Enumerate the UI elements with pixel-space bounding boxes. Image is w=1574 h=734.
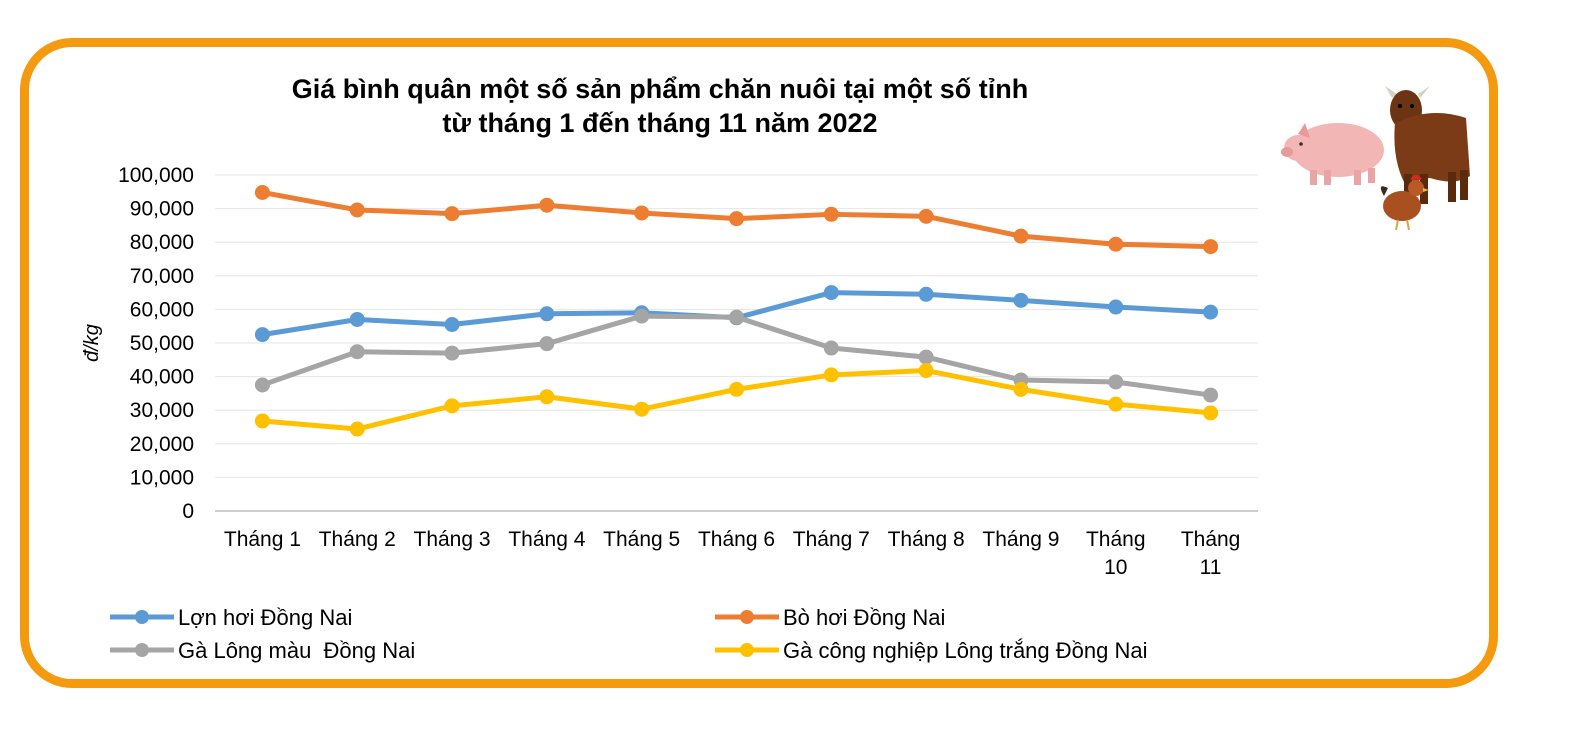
data-point	[254, 327, 270, 343]
legend: Lợn hơi Đồng Nai Bò hơi Đồng Nai Gà Lông m…	[110, 605, 1147, 663]
data-point	[254, 413, 270, 429]
data-point	[444, 398, 460, 414]
legend-label: Lợn hơi Đồng Nai	[178, 605, 352, 630]
series-2	[254, 184, 1219, 255]
data-point	[444, 206, 460, 222]
y-tick-label: 10,000	[130, 466, 194, 489]
legend-marker	[740, 643, 754, 657]
y-tick-label: 100,000	[118, 164, 194, 187]
data-point	[254, 184, 270, 200]
data-point	[823, 340, 839, 356]
data-point	[349, 311, 365, 327]
data-point	[729, 309, 744, 325]
data-point	[1203, 239, 1219, 255]
legend-marker	[135, 610, 149, 624]
data-point	[444, 345, 460, 361]
y-tick-label: 90,000	[130, 198, 194, 221]
x-tick-label: Tháng 8	[888, 528, 965, 551]
y-axis-ticks: 0 10,000 20,000 30,000 40,000 50,000 60,000 70,…	[118, 164, 194, 523]
data-point	[823, 285, 839, 301]
x-tick-label: 10	[1104, 556, 1127, 579]
chart-title-line-1: Giá bình quân một số sản phẩm chăn nuôi …	[291, 74, 1029, 104]
y-tick-label: 20,000	[130, 433, 194, 456]
grid-lines	[215, 174, 1258, 512]
x-tick-label: Tháng 1	[224, 528, 301, 551]
y-tick-label: 30,000	[130, 399, 194, 422]
data-point	[918, 349, 934, 365]
legend-item: Gà Lông màu Đồng Nai	[110, 638, 415, 663]
data-point	[444, 317, 460, 333]
data-point	[918, 286, 934, 302]
data-point	[349, 421, 365, 437]
data-point	[729, 381, 744, 397]
data-point	[349, 202, 365, 218]
y-tick-label: 60,000	[130, 298, 194, 321]
y-axis-label: đ/kg	[81, 324, 103, 362]
data-point	[1108, 236, 1124, 252]
series-3	[254, 308, 1219, 403]
cow-icon	[1385, 86, 1470, 204]
data-point	[539, 306, 555, 322]
chart-frame	[20, 38, 1498, 688]
y-tick-label: 80,000	[130, 231, 194, 254]
data-point	[729, 211, 744, 227]
legend-label: Gà công nghiệp Lông trắng Đồng Nai	[783, 638, 1147, 663]
legend-item: Bò hơi Đồng Nai	[715, 605, 945, 630]
y-tick-label: 0	[182, 500, 194, 523]
data-point	[1108, 299, 1124, 315]
legend-item: Lợn hơi Đồng Nai	[110, 605, 352, 630]
data-point	[1013, 292, 1029, 308]
data-point	[1108, 396, 1124, 412]
x-tick-label: Tháng 7	[793, 528, 870, 551]
data-point	[1013, 381, 1029, 397]
y-tick-label: 70,000	[130, 265, 194, 288]
data-point	[539, 389, 555, 405]
x-axis-ticks: Tháng 1 Tháng 2 Tháng 3 Tháng 4 Tháng 5 Tháng…	[224, 528, 1240, 579]
data-point	[634, 205, 650, 221]
data-point	[823, 367, 839, 383]
data-point	[539, 336, 555, 352]
data-point	[1203, 405, 1219, 421]
legend-label: Bò hơi Đồng Nai	[783, 605, 945, 630]
data-point	[539, 197, 555, 213]
data-point	[823, 206, 839, 222]
livestock-illustration	[1281, 86, 1470, 231]
y-tick-label: 40,000	[130, 366, 194, 389]
x-tick-label: Tháng 3	[414, 528, 491, 551]
x-tick-label: Tháng 9	[982, 528, 1059, 551]
legend-item: Gà công nghiệp Lông trắng Đồng Nai	[715, 638, 1147, 663]
x-tick-label: Tháng	[1181, 528, 1241, 551]
data-point	[1203, 304, 1219, 320]
series-4	[254, 363, 1219, 437]
data-point	[634, 401, 650, 417]
x-tick-label: Tháng 6	[698, 528, 775, 551]
x-tick-label: Tháng 4	[508, 528, 585, 551]
series-lines	[254, 184, 1219, 437]
x-tick-label: Tháng 2	[319, 528, 396, 551]
data-point	[918, 208, 934, 224]
legend-label: Gà Lông màu Đồng Nai	[178, 638, 415, 663]
legend-marker	[135, 643, 149, 657]
data-point	[1013, 228, 1029, 244]
chicken-icon	[1380, 175, 1429, 231]
y-tick-label: 50,000	[130, 332, 194, 355]
chart-title-line-2: từ tháng 1 đến tháng 11 năm 2022	[442, 108, 878, 138]
data-point	[254, 377, 270, 393]
x-tick-label: 11	[1200, 556, 1222, 579]
x-tick-label: Tháng 5	[603, 528, 680, 551]
data-point	[634, 308, 650, 324]
data-point	[918, 363, 934, 379]
x-tick-label: Tháng	[1086, 528, 1146, 551]
data-point	[1203, 387, 1219, 403]
legend-marker	[740, 610, 754, 624]
pig-icon	[1281, 123, 1384, 185]
data-point	[349, 344, 365, 360]
chart-title: Giá bình quân một số sản phẩm chăn nuôi …	[160, 72, 1160, 140]
data-point	[1108, 374, 1124, 390]
